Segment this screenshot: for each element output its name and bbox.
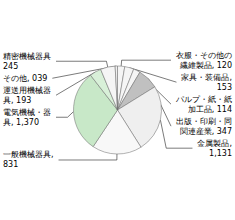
svg-text:パルプ・紙・紙: パルプ・紙・紙	[175, 95, 232, 104]
svg-text:関連産業, 347: 関連産業, 347	[180, 127, 232, 136]
svg-text:その他, 039: その他, 039	[3, 74, 47, 83]
svg-text:電気機械・器: 電気機械・器	[3, 108, 51, 117]
svg-text:出版・印刷・同: 出版・印刷・同	[176, 117, 232, 126]
svg-text:金属製品,: 金属製品,	[197, 139, 232, 148]
svg-text:運送用機械器: 運送用機械器	[3, 86, 51, 95]
svg-text:具, 1,370: 具, 1,370	[3, 118, 39, 127]
svg-text:具, 193: 具, 193	[3, 96, 31, 105]
svg-text:繊維製品, 120: 繊維製品, 120	[179, 61, 232, 70]
svg-text:245: 245	[3, 62, 18, 71]
svg-text:家具・装備品,: 家具・装備品,	[181, 73, 232, 82]
svg-text:加工品, 114: 加工品, 114	[188, 105, 232, 114]
svg-text:精密機械器具: 精密機械器具	[3, 52, 51, 61]
svg-text:153: 153	[217, 83, 232, 92]
svg-text:衣服・その他の: 衣服・その他の	[176, 51, 232, 60]
svg-text:1,131: 1,131	[209, 149, 232, 158]
svg-text:831: 831	[3, 160, 18, 169]
svg-text:一般機械器具,: 一般機械器具,	[3, 150, 54, 159]
